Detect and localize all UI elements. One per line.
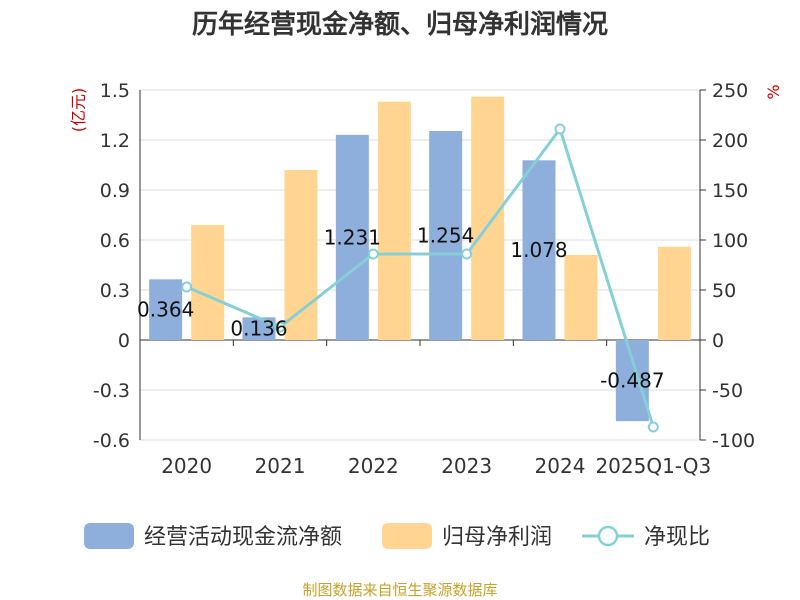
legend-swatch-cash-flow xyxy=(84,523,134,549)
legend-swatch-net-profit xyxy=(382,523,432,549)
y-left-tick-label: 0.3 xyxy=(100,280,130,302)
x-tick-label: 2020 xyxy=(161,454,212,478)
bar-net-profit xyxy=(377,101,411,341)
bar-net-profit xyxy=(471,96,505,341)
y-left-tick-label: -0.3 xyxy=(93,380,130,402)
grid-lines xyxy=(140,89,700,441)
x-tick-label: 2023 xyxy=(441,454,492,478)
y-left-tick-label: 1.5 xyxy=(100,80,130,102)
y-right-tick-label: 150 xyxy=(712,180,748,202)
y-left-tick-label: 0.9 xyxy=(100,180,130,202)
bar-cash-flow xyxy=(522,160,556,340)
legend-label-net-profit: 归母净利润 xyxy=(442,525,552,550)
legend: 经营活动现金流净额 归母净利润 净现比 xyxy=(84,523,710,550)
data-label-cash-flow: 1.254 xyxy=(417,224,474,248)
x-tick-label: 2022 xyxy=(348,454,399,478)
y-right-tick-label: -100 xyxy=(712,430,755,452)
x-tick-label: 2024 xyxy=(535,454,586,478)
x-tick-label: 2025Q1-Q3 xyxy=(595,454,711,478)
y-left-tick-label: -0.6 xyxy=(93,430,130,452)
ratio-point xyxy=(461,248,473,260)
legend-swatch-ratio-marker xyxy=(597,525,619,547)
ratio-point xyxy=(554,123,566,135)
data-label-cash-flow: 0.364 xyxy=(137,298,194,322)
bar-net-profit xyxy=(564,255,598,340)
ratio-point xyxy=(647,421,659,433)
y-right-tick-label: -50 xyxy=(712,380,743,402)
ratio-point xyxy=(181,281,193,293)
data-label-cash-flow: 1.078 xyxy=(510,238,567,262)
y-right-axis-label: % xyxy=(764,84,783,99)
bar-net-profit xyxy=(657,246,691,340)
x-tick-label: 2021 xyxy=(255,454,306,478)
y-left-axis-label: (亿元) xyxy=(69,88,88,133)
data-label-cash-flow: -0.487 xyxy=(600,369,664,393)
bar-net-profit xyxy=(191,225,225,340)
y-right-tick-label: 100 xyxy=(712,230,748,252)
source-note: 制图数据来自恒生聚源数据库 xyxy=(302,581,498,599)
bar-cash-flow xyxy=(149,279,183,340)
bars xyxy=(149,96,691,422)
y-right-tick-label: 50 xyxy=(712,280,736,302)
y-right-tick-label: 0 xyxy=(712,330,724,352)
y-right-tick-label: 200 xyxy=(712,130,748,152)
y-left-tick-label: 0 xyxy=(118,330,130,352)
legend-label-ratio: 净现比 xyxy=(644,525,710,550)
bar-net-profit xyxy=(284,170,318,340)
chart-title: 历年经营现金净额、归母净利润情况 xyxy=(191,10,608,40)
y-right-tick-label: 250 xyxy=(712,80,748,102)
bar-cash-flow xyxy=(335,134,369,340)
y-left-tick-label: 0.6 xyxy=(100,230,130,252)
ratio-point xyxy=(274,321,286,333)
axes: -0.6 -0.3 0 0.3 0.6 0.9 1.2 1.5 -100 -50 0 50 100 150… xyxy=(69,80,783,478)
ratio-point xyxy=(367,248,379,260)
legend-label-cash-flow: 经营活动现金流净额 xyxy=(144,525,342,550)
ratio-series-line xyxy=(186,125,655,428)
data-label-cash-flow: 0.136 xyxy=(230,317,287,341)
data-labels: 0.364 0.136 1.231 1.254 1.078 -0.487 xyxy=(137,224,665,393)
bar-cash-flow xyxy=(429,131,463,340)
bar-cash-flow xyxy=(615,340,649,422)
data-label-cash-flow: 1.231 xyxy=(324,225,381,249)
ratio-line xyxy=(181,123,659,433)
y-left-tick-label: 1.2 xyxy=(100,130,130,152)
